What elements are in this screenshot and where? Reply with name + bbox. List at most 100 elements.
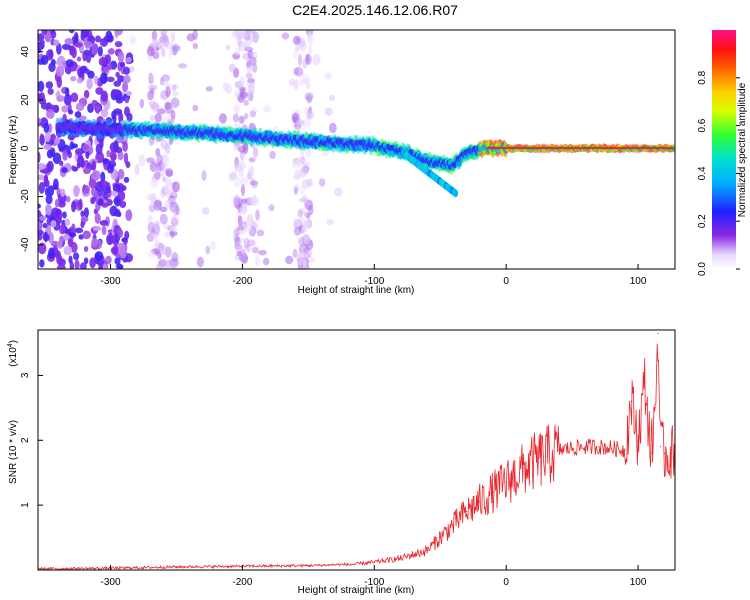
noise-blob: [122, 141, 128, 152]
noise-blob: [305, 83, 311, 89]
noise-blob: [43, 174, 49, 186]
snr-x-tick-label: 0: [503, 577, 509, 588]
noise-blob: [79, 46, 84, 53]
noise-blob: [147, 214, 154, 224]
colorbar-tick-label: 0.4: [697, 166, 708, 180]
noise-blob: [52, 178, 59, 191]
noise-blob: [308, 43, 313, 55]
noise-blob: [44, 130, 51, 143]
noise-blob: [111, 234, 116, 244]
noise-blob: [89, 257, 96, 269]
noise-blob: [74, 111, 82, 119]
noise-blob: [112, 244, 119, 256]
snr-point: [663, 452, 666, 454]
snr-point: [531, 462, 534, 464]
noise-blob: [293, 67, 299, 76]
noise-blob: [74, 259, 80, 269]
noise-blob: [79, 65, 88, 74]
snr-x-ticks: -300 -200 -100 0 100: [101, 565, 647, 588]
noise-blob: [249, 36, 255, 44]
noise-blob: [114, 41, 123, 48]
noise-blob: [164, 199, 172, 208]
noise-blob: [99, 220, 109, 226]
noise-blob: [243, 223, 253, 232]
noise-blob: [122, 66, 130, 75]
noise-blob: [38, 117, 42, 124]
noise-blob: [232, 196, 242, 205]
snr-panel: -300 -200 -100 0 100 1 2 3 Height of straight …: [7, 329, 676, 596]
noise-blob: [38, 221, 43, 232]
noise-blob: [73, 185, 80, 198]
noise-blob: [83, 245, 89, 252]
noise-blob: [239, 177, 249, 186]
noise-blob: [225, 44, 231, 51]
noise-blob: [119, 248, 127, 259]
noise-blob: [105, 255, 112, 265]
noise-blob: [249, 110, 257, 118]
noise-blob: [106, 34, 114, 43]
noise-blob: [246, 65, 253, 74]
noise-blob: [111, 110, 117, 120]
noise-blob: [172, 43, 179, 52]
noise-blob: [239, 237, 244, 244]
noise-blob: [138, 154, 146, 167]
noise-blob: [77, 155, 85, 168]
noise-blob: [70, 75, 77, 82]
snr-point: [657, 332, 659, 334]
noise-blob: [228, 63, 236, 73]
spectrogram-y-tick-label: -20: [20, 189, 31, 204]
noise-blob: [94, 213, 101, 224]
snr-point: [654, 407, 656, 409]
noise-blob: [247, 59, 252, 67]
noise-blob: [38, 203, 41, 209]
noise-blob: [64, 218, 71, 226]
noise-blob: [106, 150, 111, 158]
noise-blob: [171, 90, 180, 97]
noise-blob: [56, 95, 65, 103]
noise-blob: [123, 176, 130, 183]
noise-blob: [237, 160, 246, 171]
spectrogram-x-ticks: -300 -200 -100 0 100: [101, 264, 647, 287]
noise-blob: [248, 166, 255, 178]
noise-blob: [168, 197, 177, 203]
noise-blob: [126, 56, 132, 63]
noise-blob: [101, 225, 107, 236]
noise-blob: [328, 122, 337, 134]
noise-blob: [38, 182, 45, 194]
noise-blob: [75, 102, 85, 112]
noise-blob: [151, 38, 159, 50]
noise-blob: [164, 142, 171, 154]
noise-blob: [170, 109, 176, 120]
noise-blob: [134, 164, 140, 176]
snr-point: [518, 472, 520, 474]
noise-blob: [55, 208, 61, 217]
noise-blob: [55, 42, 62, 55]
spectrogram-y-ticks: -40 -20 0 20 40: [20, 46, 43, 252]
snr-x-tick-label: -200: [232, 577, 252, 588]
noise-blob: [157, 108, 166, 115]
colorbar-tick-label: 0.2: [697, 214, 708, 228]
snr-point: [611, 447, 613, 449]
noise-blob: [243, 99, 249, 106]
noise-blob: [263, 105, 272, 113]
noise-blob: [107, 63, 113, 71]
snr-plot-area: [38, 330, 675, 570]
noise-blob: [233, 103, 240, 114]
noise-blob: [112, 89, 121, 96]
noise-blob: [41, 30, 48, 36]
noise-blob: [38, 163, 46, 170]
noise-blob: [304, 92, 314, 101]
noise-blob: [43, 122, 50, 133]
colorbar: 0.0 0.2 0.4 0.6 0.8 Normalized spectral ampl…: [697, 30, 748, 276]
noise-blob: [149, 88, 155, 95]
noise-blob: [91, 170, 101, 181]
noise-blob: [269, 150, 276, 160]
snr-point: [373, 561, 375, 563]
noise-blob: [153, 166, 161, 174]
snr-point: [670, 452, 672, 454]
noise-blob: [45, 109, 55, 119]
snr-line: [38, 343, 675, 570]
snr-scale-note: (x104): [7, 340, 19, 367]
noise-blob: [83, 40, 93, 47]
spectrogram-x-tick-label: 0: [503, 276, 509, 287]
